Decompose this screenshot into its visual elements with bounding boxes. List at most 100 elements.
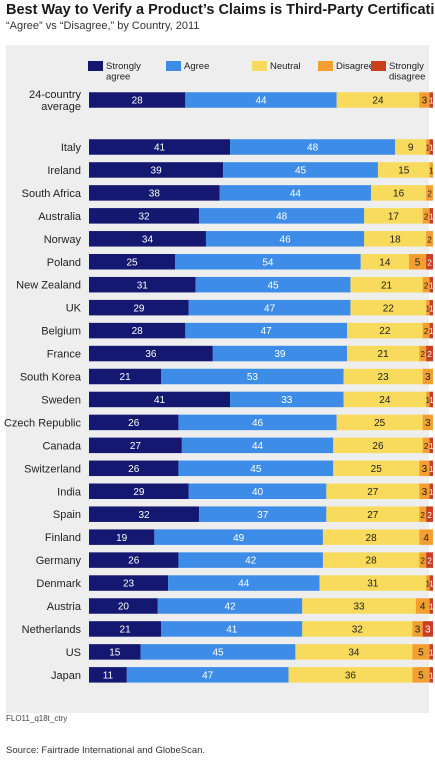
bar-france-neutral [347, 345, 420, 362]
data-label-switzerland-strongly-disagree: 1 [429, 465, 434, 474]
data-label-uk-disagree: 1 [426, 304, 431, 313]
data-label-south-korea-neutral: 23 [378, 372, 390, 383]
bar-india-strongly-disagree [429, 483, 433, 499]
bar-austria-strongly-disagree [429, 598, 433, 614]
bar-austria-disagree [415, 598, 430, 614]
bar-belgium-neutral [347, 322, 423, 339]
data-label-finland-disagree: 4 [423, 533, 429, 544]
bar-germany-disagree [419, 552, 427, 568]
legend-swatch-neutral [252, 61, 267, 71]
data-label-us-strongly-agree: 15 [109, 648, 121, 659]
data-label-poland-disagree: 5 [415, 257, 421, 268]
data-label-australia-strongly-disagree: 1 [429, 212, 434, 221]
bar-south-korea-disagree [422, 368, 433, 385]
bar-czech-republic-strongly-agree [89, 414, 179, 431]
data-label-24-country-average-neutral: 24 [372, 96, 384, 107]
data-label-canada-agree: 44 [252, 441, 264, 452]
category-label-australia: Australia [38, 211, 82, 223]
data-label-us-disagree: 5 [418, 648, 424, 659]
bar-canada-disagree [422, 437, 430, 454]
bar-italy-strongly-agree [89, 139, 231, 155]
data-label-czech-republic-agree: 46 [252, 418, 264, 429]
legend-label-neutral: Neutral [270, 61, 301, 72]
data-label-switzerland-neutral: 25 [371, 464, 383, 475]
category-label-india: India [57, 486, 82, 498]
data-label-south-korea-agree: 53 [247, 372, 259, 383]
data-label-south-africa-disagree: 2 [427, 190, 432, 199]
data-label-denmark-neutral: 31 [367, 579, 379, 590]
bar-canada-neutral [333, 437, 423, 454]
bar-poland-disagree [408, 254, 427, 270]
bar-new-zealand-agree [195, 276, 351, 293]
bar-france-strongly-disagree [426, 345, 433, 362]
bar-sweden-neutral [343, 391, 427, 408]
bar-poland-neutral [360, 254, 409, 270]
data-label-japan-agree: 47 [202, 670, 214, 681]
data-label-new-zealand-strongly-disagree: 1 [429, 281, 434, 290]
category-label-uk: UK [66, 303, 82, 315]
data-label-us-strongly-disagree: 1 [429, 649, 434, 658]
bar-austria-strongly-agree [89, 598, 158, 614]
bar-germany-agree [178, 552, 323, 568]
category-label-austria: Austria [47, 601, 82, 613]
bar-spain-disagree [419, 506, 427, 522]
data-label-finland-neutral: 28 [366, 533, 378, 544]
bar-austria-agree [157, 598, 303, 614]
bar-norway-agree [205, 231, 365, 247]
bar-us-strongly-disagree [429, 644, 433, 660]
bar-france-disagree [419, 345, 427, 362]
bar-belgium-disagree [422, 322, 430, 339]
bar-24-country-average-disagree [419, 92, 430, 108]
data-label-south-korea-strongly-agree: 21 [120, 372, 132, 383]
bar-uk-disagree [426, 299, 430, 316]
bar-24-country-average-strongly-disagree [429, 92, 433, 108]
data-label-australia-neutral: 17 [388, 211, 400, 222]
bar-netherlands-strongly-agree [89, 621, 162, 637]
bar-us-disagree [412, 644, 430, 660]
data-label-czech-republic-neutral: 25 [374, 418, 386, 429]
data-label-south-africa-strongly-agree: 38 [149, 189, 161, 200]
bar-denmark-strongly-disagree [429, 575, 433, 591]
bar-spain-neutral [326, 506, 420, 522]
data-label-netherlands-strongly-disagree: 3 [425, 625, 431, 636]
bar-sweden-agree [230, 391, 344, 408]
data-label-denmark-disagree: 1 [426, 580, 431, 589]
data-label-switzerland-disagree: 3 [422, 464, 428, 475]
data-label-spain-neutral: 27 [367, 510, 379, 521]
bar-belgium-strongly-agree [89, 322, 186, 339]
data-label-uk-agree: 47 [264, 303, 276, 314]
bar-24-country-average-agree [185, 92, 337, 108]
bar-south-africa-disagree [426, 185, 433, 201]
legend-label-disagree: Disagree [336, 61, 374, 72]
category-label-24-country-average: 24-country average [29, 89, 81, 113]
data-label-netherlands-agree: 41 [226, 625, 238, 636]
bar-norway-strongly-agree [89, 231, 206, 247]
bar-uk-strongly-agree [89, 299, 189, 316]
category-label-poland: Poland [47, 257, 81, 269]
bar-japan-strongly-disagree [429, 667, 433, 683]
data-label-ireland-neutral: 15 [398, 166, 410, 177]
bar-denmark-strongly-agree [89, 575, 169, 591]
data-label-australia-strongly-agree: 32 [138, 211, 150, 222]
data-label-germany-disagree: 2 [420, 557, 425, 566]
bar-belgium-strongly-disagree [429, 322, 433, 339]
data-label-south-africa-neutral: 16 [393, 189, 405, 200]
bar-switzerland-agree [178, 460, 334, 477]
category-label-switzerland: Switzerland [24, 463, 81, 475]
source-note: Source: Fairtrade International and Glob… [6, 745, 206, 756]
bar-canada-strongly-agree [89, 437, 182, 454]
data-label-germany-agree: 42 [245, 556, 257, 567]
bar-italy-strongly-disagree [429, 139, 433, 155]
category-label-ireland: Ireland [47, 165, 81, 177]
category-label-belgium: Belgium [41, 326, 81, 338]
bar-new-zealand-neutral [350, 276, 423, 293]
bar-poland-agree [175, 254, 361, 270]
data-label-denmark-agree: 44 [238, 579, 250, 590]
bar-germany-neutral [322, 552, 420, 568]
data-label-belgium-disagree: 2 [424, 327, 429, 336]
data-label-norway-strongly-agree: 34 [142, 234, 154, 245]
bar-austria-neutral [302, 598, 416, 614]
bar-south-africa-neutral [371, 185, 427, 201]
